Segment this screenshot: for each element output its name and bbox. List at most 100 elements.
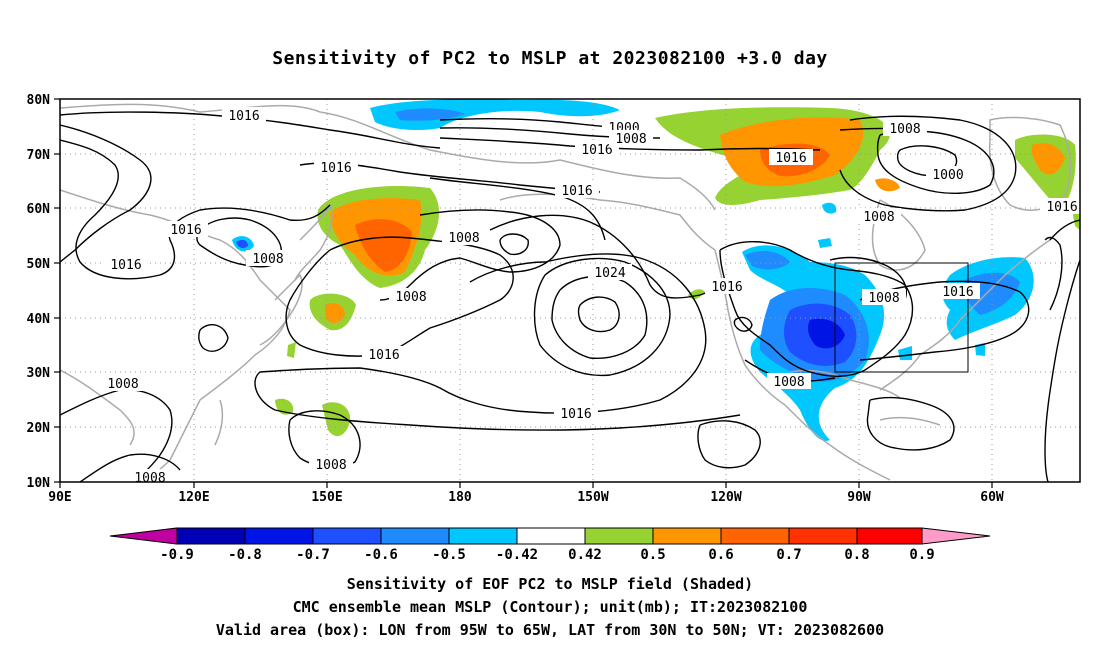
- contour-label-item: 1016: [314, 159, 358, 176]
- contour-label-item: 1008: [389, 288, 433, 305]
- shade-orange-canada2: [875, 178, 900, 192]
- contour-label-item: 1008: [857, 208, 901, 225]
- colorbar-swatch: [176, 527, 246, 545]
- tick-marks: [54, 98, 993, 488]
- coast-hudson: [871, 199, 926, 271]
- colorbar-swatch: [652, 527, 722, 545]
- contour-label-item: 1016: [104, 256, 148, 273]
- colorbar-swatch: [856, 527, 923, 545]
- shade-green-small3: [287, 342, 296, 358]
- contour-caribbean: [866, 396, 955, 451]
- colorbar-label: 0.6: [708, 547, 733, 563]
- colorbar-swatch: [921, 527, 991, 545]
- contour-label-text: 1008: [889, 122, 920, 137]
- shade-blue-arctic-inner: [395, 108, 465, 121]
- colorbar-swatch: [516, 527, 586, 545]
- colorbar-swatch: [244, 527, 314, 545]
- caption-line-3: Valid area (box): LON from 95W to 65W, L…: [215, 621, 885, 639]
- contour-label-item: 1008: [101, 375, 145, 392]
- coast-asia-east: [60, 189, 291, 482]
- colorbar-label: 0.42: [568, 547, 602, 563]
- colorbar-label: -0.8: [228, 547, 262, 563]
- lon-label: 120E: [178, 490, 209, 505]
- contour-1016-north: [60, 111, 441, 149]
- colorbar-label: -0.42: [496, 547, 538, 563]
- contour-label-text: 1008: [107, 377, 138, 392]
- contour-label-text: 1008: [615, 132, 646, 147]
- valid-area-box: [834, 262, 969, 373]
- contour-1000-canada: [876, 130, 995, 195]
- colorbar-swatch: [448, 527, 518, 545]
- contour-1016-east-edge: [1044, 236, 1063, 311]
- colorbar-label: 0.9: [909, 547, 934, 563]
- coast-caribbean: [879, 416, 941, 426]
- contour-label-text: 1008: [395, 290, 426, 305]
- contour-label-item: 1016: [936, 283, 980, 300]
- colorbar-swatch: [380, 527, 450, 545]
- contour-label-text: 1008: [868, 291, 899, 306]
- contour-1008-small-loop: [198, 324, 229, 352]
- map-title: Sensitivity of PC2 to MSLP at 2023082100…: [272, 48, 828, 69]
- contour-1008-inner: [499, 233, 529, 256]
- contour-1016-ne: [429, 177, 606, 241]
- colorbar-label: -0.9: [160, 547, 194, 563]
- lon-label: 120W: [710, 490, 741, 505]
- contour-1008-na-ring: [719, 241, 914, 377]
- contour-label-item: 1008: [246, 250, 290, 267]
- lat-labels: 80N 70N 60N 50N 40N 30N 20N 10N: [27, 93, 51, 491]
- contour-east-long: [1044, 259, 1080, 482]
- contour-1016-greenland: [1049, 219, 1080, 241]
- contour-1008-aleut: [379, 209, 561, 301]
- contour-1008-wpac: [196, 217, 282, 268]
- colorbar-swatch: [720, 527, 790, 545]
- contour-label-item: 1008: [767, 373, 811, 390]
- shade-blue-na-top: [745, 250, 790, 270]
- coast-asia-north: [60, 103, 716, 211]
- contour-label-item: 1016: [362, 346, 406, 363]
- lon-label: 90E: [48, 490, 71, 505]
- shade-blue-na-darkest: [807, 318, 845, 349]
- colorbar-swatch: [584, 527, 654, 545]
- coast-philippines: [214, 399, 224, 446]
- contour-label-item: 1016: [1040, 198, 1080, 215]
- lon-label: 180: [448, 490, 472, 505]
- contour-label-text: 1008: [134, 471, 165, 486]
- contour-label-item: 1000: [926, 166, 970, 183]
- lat-label: 20N: [27, 421, 51, 436]
- contour-label-text: 1016: [110, 258, 141, 273]
- lat-label: 10N: [27, 476, 51, 491]
- contour-1008-sasia: [60, 388, 173, 482]
- lat-label: 50N: [27, 257, 51, 272]
- contour-label-item: 1008: [609, 130, 653, 147]
- colorbar-label: -0.5: [432, 547, 466, 563]
- contour-label-item: 1016: [705, 278, 749, 295]
- contour-1016-na-east: [859, 280, 1030, 361]
- coast-se-asia: [60, 369, 135, 446]
- colorbar-label: -0.7: [296, 547, 330, 563]
- coast-central-am: [829, 444, 891, 481]
- contour-label-item: 1016: [164, 221, 208, 238]
- contour-label-text: 1016: [775, 151, 806, 166]
- contour-1016-nw: [60, 124, 152, 263]
- contour-label-group: 1016 1016 1016 1016 1016 1016 1016 1016 …: [101, 107, 1080, 486]
- plot-area: [60, 99, 1080, 482]
- contour-1008-sasia-b: [79, 453, 181, 482]
- lat-label: 70N: [27, 148, 51, 163]
- contour-label-item: 1016: [554, 405, 598, 422]
- contour-1016-big-ring: [254, 253, 741, 431]
- coast-alaska: [499, 193, 716, 251]
- contour-label-text: 1016: [170, 223, 201, 238]
- plot-frame: [59, 98, 1081, 483]
- colorbar-label: 0.8: [844, 547, 869, 563]
- contour-label-text: 1024: [594, 266, 625, 281]
- lat-label: 60N: [27, 202, 51, 217]
- shade-blue-small-a: [822, 202, 837, 214]
- contour-label-text: 1008: [773, 375, 804, 390]
- contour-label-item: 1008: [128, 469, 172, 486]
- contour-small-ring-na: [733, 316, 753, 332]
- lat-label: 30N: [27, 366, 51, 381]
- contour-label-text: 1016: [368, 348, 399, 363]
- contour-1024-outer: [533, 257, 671, 377]
- lon-label: 60W: [980, 490, 1004, 505]
